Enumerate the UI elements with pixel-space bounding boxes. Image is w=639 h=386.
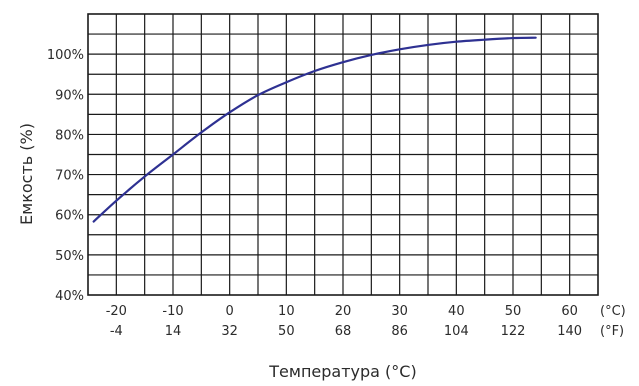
x-tick-label-fahrenheit: 68	[335, 324, 352, 339]
x-tick-label-fahrenheit: 14	[165, 324, 182, 339]
y-tick-label: 80%	[55, 128, 84, 143]
y-tick-label: 100%	[47, 48, 84, 63]
x-axis-title: Температура (°C)	[268, 362, 416, 381]
y-tick-label: 40%	[55, 289, 84, 304]
x-unit-celsius: (°C)	[600, 304, 626, 319]
y-tick-label: 60%	[55, 209, 84, 224]
x-tick-label-celsius: 0	[226, 304, 234, 319]
x-tick-label-fahrenheit: -4	[110, 324, 123, 339]
x-tick-label-fahrenheit: 104	[444, 324, 469, 339]
x-tick-label-fahrenheit: 50	[278, 324, 295, 339]
plot-area-frame	[87, 13, 599, 296]
x-tick-label-fahrenheit: 86	[391, 324, 408, 339]
capacity-curve-line	[92, 36, 537, 223]
x-tick-label-fahrenheit: 32	[221, 324, 238, 339]
x-tick-label-celsius: 10	[278, 304, 295, 319]
x-tick-label-fahrenheit: 122	[501, 324, 526, 339]
x-tick-label-fahrenheit: 140	[557, 324, 582, 339]
y-tick-label: 90%	[55, 88, 84, 103]
x-tick-label-celsius: 50	[505, 304, 522, 319]
x-tick-label-celsius: -10	[162, 304, 183, 319]
x-tick-label-celsius: -20	[106, 304, 127, 319]
x-unit-fahrenheit: (°F)	[600, 324, 624, 339]
y-tick-label: 50%	[55, 249, 84, 264]
x-tick-label-celsius: 40	[448, 304, 465, 319]
x-tick-label-celsius: 30	[391, 304, 408, 319]
y-tick-label: 70%	[55, 169, 84, 184]
x-tick-label-celsius: 20	[335, 304, 352, 319]
x-tick-label-celsius: 60	[561, 304, 578, 319]
y-axis-title: Емкость (%)	[17, 123, 36, 225]
